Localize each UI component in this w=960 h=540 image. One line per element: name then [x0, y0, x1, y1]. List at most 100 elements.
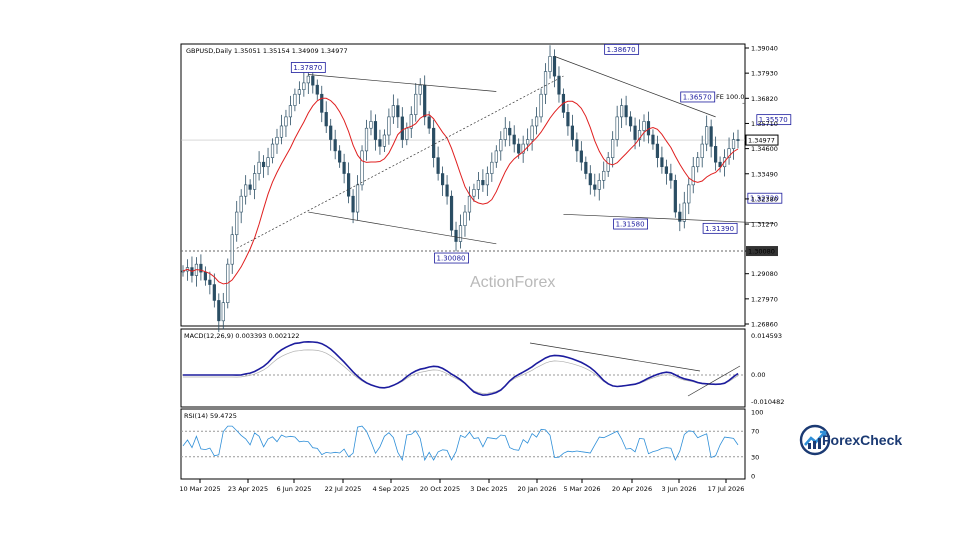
- candle-body: [490, 161, 494, 174]
- channel-upper-line: [308, 74, 497, 92]
- candle-body: [275, 136, 279, 145]
- rsi-line: [182, 425, 739, 462]
- candle-body: [526, 139, 530, 145]
- candle-body: [342, 161, 346, 174]
- candle-body: [682, 202, 686, 222]
- candle-body: [642, 121, 646, 131]
- macd-tick-label: 0.00: [751, 371, 765, 379]
- x-tick-label: 17 Jul 2026: [708, 485, 745, 493]
- candle-body: [320, 93, 324, 113]
- candle-body: [217, 300, 221, 322]
- y-tick-label: 1.33490: [751, 170, 778, 178]
- candle-body: [570, 125, 574, 140]
- candle-body: [221, 302, 225, 322]
- watermark: ActionForex: [470, 274, 555, 291]
- y-tick-label: 1.32380: [751, 195, 778, 203]
- candle-body: [391, 105, 395, 118]
- support-price-label: 1.30080: [748, 248, 775, 256]
- candle-body: [530, 125, 534, 140]
- candle-body: [718, 161, 722, 168]
- candle-body: [432, 127, 436, 158]
- level-label: 1.31580: [616, 221, 645, 229]
- candle-body: [611, 139, 615, 158]
- level-label-box: [702, 222, 738, 234]
- x-tick-label: 23 Apr 2025: [228, 485, 268, 493]
- macd-panel: [180, 328, 746, 408]
- current-price-label: 1.34977: [748, 137, 775, 145]
- rsi-layer: [181, 425, 745, 462]
- candle-body: [279, 125, 284, 138]
- candle-body: [387, 116, 391, 136]
- x-tick-label: 6 Jun 2025: [277, 485, 312, 493]
- candle-body: [360, 150, 364, 186]
- candle-body: [311, 75, 315, 86]
- candle-body: [624, 105, 628, 118]
- forexcheck-logo-icon: [799, 424, 831, 456]
- current-price-tag: [745, 134, 779, 146]
- candle-body: [302, 82, 306, 90]
- candle-body: [579, 150, 583, 163]
- x-tick-label: 3 Jun 2026: [662, 485, 697, 493]
- x-tick-label: 20 Oct 2025: [420, 485, 460, 493]
- macd-main-line: [183, 340, 739, 397]
- main-panel: [180, 43, 746, 327]
- candle-body: [293, 93, 297, 106]
- candle-body: [306, 75, 310, 84]
- main-price-layer: 1.37870 1.38670 1.36570 1.35570 1.32720 1.315…: [181, 43, 792, 332]
- candle-body: [253, 173, 257, 190]
- candle-body: [315, 84, 319, 95]
- candle-body: [557, 75, 561, 95]
- candle-body: [512, 134, 516, 145]
- candle-body: [324, 112, 328, 127]
- fe-label: FE 100.0: [716, 93, 745, 101]
- macd-tick-label: -0.010482: [751, 398, 784, 406]
- y-tick-label: 1.37930: [751, 70, 778, 78]
- candle-body: [203, 271, 207, 281]
- candle-body: [481, 180, 485, 186]
- y-tick-label: 1.35710: [751, 120, 778, 128]
- candle-body: [261, 161, 266, 168]
- candle-body: [727, 148, 731, 158]
- rsi-tick-label: 100: [751, 409, 763, 417]
- candle-body: [669, 173, 673, 181]
- candle-body: [606, 157, 610, 172]
- candle-body: [494, 150, 498, 163]
- candle-body: [628, 116, 633, 127]
- y-tick-label: 1.27970: [751, 295, 778, 303]
- candle-body: [338, 150, 342, 163]
- candle-body: [673, 180, 677, 213]
- support-price-tag: [746, 246, 778, 257]
- candle-body: [440, 173, 445, 186]
- candle-body: [602, 170, 606, 181]
- candle-body: [588, 173, 592, 186]
- candle-body: [633, 125, 637, 140]
- candle-body: [584, 161, 588, 174]
- candle-body: [620, 105, 624, 118]
- macd-layer: [181, 340, 745, 397]
- macd-trend-line: [687, 365, 741, 397]
- level-label: 1.37870: [293, 64, 322, 72]
- candle-body: [199, 263, 203, 273]
- candle-body: [351, 195, 355, 213]
- level-label-box: [290, 62, 326, 73]
- candle-body: [651, 134, 655, 145]
- candle-body: [382, 134, 387, 147]
- candle-body: [696, 157, 700, 168]
- candle-body: [454, 229, 458, 242]
- x-tick-label: 20 Apr 2026: [612, 485, 652, 493]
- candle-body: [664, 166, 668, 174]
- candle-body: [244, 184, 248, 197]
- candle-body: [208, 279, 212, 285]
- candle-body: [212, 284, 216, 301]
- macd-divergence-line: [529, 342, 701, 372]
- candle-body: [539, 93, 543, 118]
- candle-body: [458, 225, 463, 242]
- candle-body: [266, 157, 270, 168]
- axis-layer: 1.39040 1.37930 1.36820 1.35710 1.34600 1.334…: [179, 45, 784, 494]
- candle-body: [405, 127, 409, 140]
- x-tick-label: 22 Jul 2025: [325, 485, 362, 493]
- candle-body: [655, 143, 660, 158]
- candle-body: [508, 127, 512, 136]
- candle-body: [347, 173, 351, 197]
